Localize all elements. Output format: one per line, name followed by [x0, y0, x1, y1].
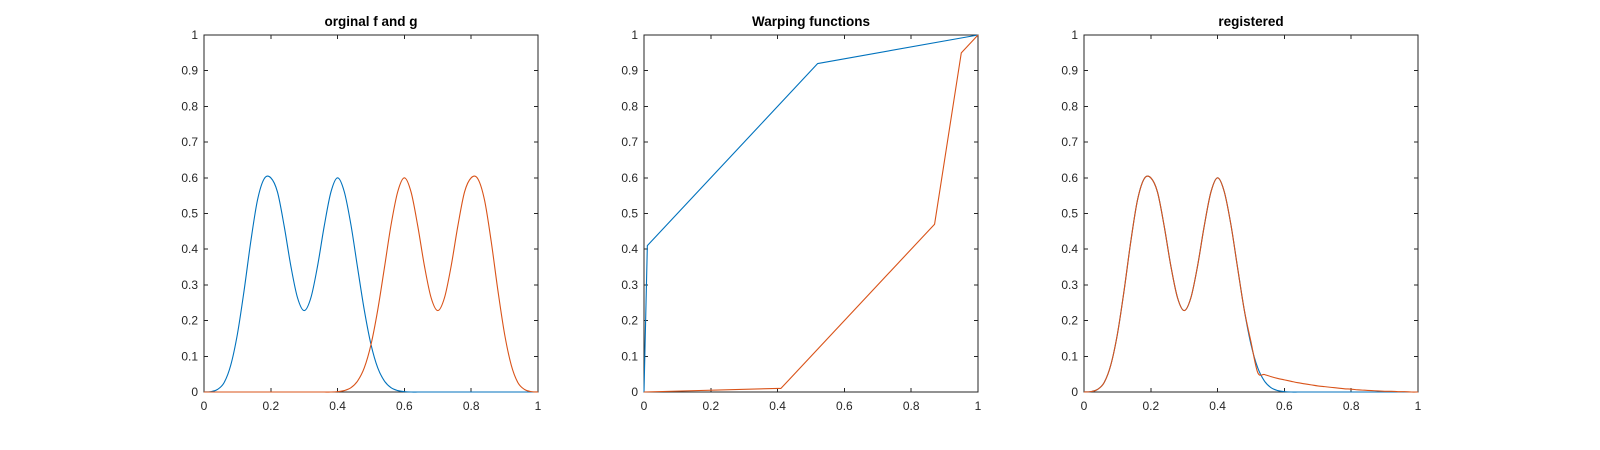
- x-tick-label: 0.4: [1209, 399, 1226, 413]
- series-line-2: [1083, 175, 1419, 393]
- y-tick-label: 0.5: [621, 207, 638, 221]
- y-tick-label: 1: [631, 28, 638, 42]
- y-tick-label: 0.7: [1061, 135, 1078, 149]
- y-tick-label: 0.9: [181, 64, 198, 78]
- y-tick-label: 0.6: [1061, 171, 1078, 185]
- panel-warping-functions: Warping functions 0 0.2 0.4 0.6 0.8 1 0 0.1 0.2 0…: [621, 14, 981, 413]
- y-tick-label: 0.8: [621, 99, 638, 113]
- x-tick-label: 0.6: [396, 399, 413, 413]
- panel-title: registered: [1218, 14, 1283, 29]
- x-tick-label: 0.2: [1142, 399, 1159, 413]
- y-tick-label: 0: [631, 385, 638, 399]
- y-tick-label: 0.9: [1061, 64, 1078, 78]
- y-tick-label: 1: [191, 28, 198, 42]
- y-tick-label: 0.4: [1061, 242, 1078, 256]
- panel-title: Warping functions: [752, 14, 870, 29]
- y-tick-label: 0.3: [181, 278, 198, 292]
- x-tick-label: 0.8: [463, 399, 480, 413]
- series-line-2: [204, 175, 539, 393]
- y-tick-label: 0: [191, 385, 198, 399]
- x-tick-label: 0.8: [903, 399, 920, 413]
- x-tick-label: 0: [201, 399, 208, 413]
- x-tick-label: 0: [641, 399, 648, 413]
- y-tick-label: 0.2: [1061, 314, 1078, 328]
- y-tick-label: 0.8: [181, 99, 198, 113]
- x-tick-label: 0.4: [769, 399, 786, 413]
- x-tick-label: 0.2: [262, 399, 279, 413]
- x-tick-label: 1: [975, 399, 982, 413]
- y-tick-label: 0.5: [1061, 207, 1078, 221]
- y-tick-label: 0.2: [181, 314, 198, 328]
- y-tick-label: 0: [1071, 385, 1078, 399]
- x-tick-label: 1: [535, 399, 542, 413]
- panel-registered: registered 0 0.2 0.4 0.6 0.8 1 0 0.1 0.2 0.3 0.4 0.…: [1061, 14, 1421, 413]
- series-line-1: [643, 34, 979, 393]
- y-tick-label: 0.1: [181, 349, 198, 363]
- x-tick-label: 0.2: [702, 399, 719, 413]
- x-tick-label: 0.6: [1276, 399, 1293, 413]
- y-tick-label: 0.6: [181, 171, 198, 185]
- x-tick-label: 0.4: [329, 399, 346, 413]
- y-tick-label: 1: [1071, 28, 1078, 42]
- y-tick-label: 0.7: [181, 135, 198, 149]
- x-tick-label: 0.8: [1343, 399, 1360, 413]
- series-line-2: [643, 34, 979, 393]
- y-tick-label: 0.5: [181, 207, 198, 221]
- y-tick-label: 0.1: [1061, 349, 1078, 363]
- x-tick-label: 0.6: [836, 399, 853, 413]
- y-tick-label: 0.9: [621, 64, 638, 78]
- panel-orginal-f-and-g: orginal f and g 0 0.2 0.4 0.6 0.8 1 0 0.1 0.2 0.3…: [181, 14, 541, 413]
- x-tick-label: 0: [1081, 399, 1088, 413]
- y-tick-label: 0.4: [621, 242, 638, 256]
- y-tick-label: 0.3: [1061, 278, 1078, 292]
- y-tick-label: 0.2: [621, 314, 638, 328]
- y-tick-label: 0.3: [621, 278, 638, 292]
- x-tick-label: 1: [1415, 399, 1422, 413]
- y-tick-label: 0.1: [621, 349, 638, 363]
- y-tick-label: 0.6: [621, 171, 638, 185]
- panel-title: orginal f and g: [325, 14, 418, 29]
- y-tick-label: 0.7: [621, 135, 638, 149]
- y-tick-label: 0.4: [181, 242, 198, 256]
- y-tick-label: 0.8: [1061, 99, 1078, 113]
